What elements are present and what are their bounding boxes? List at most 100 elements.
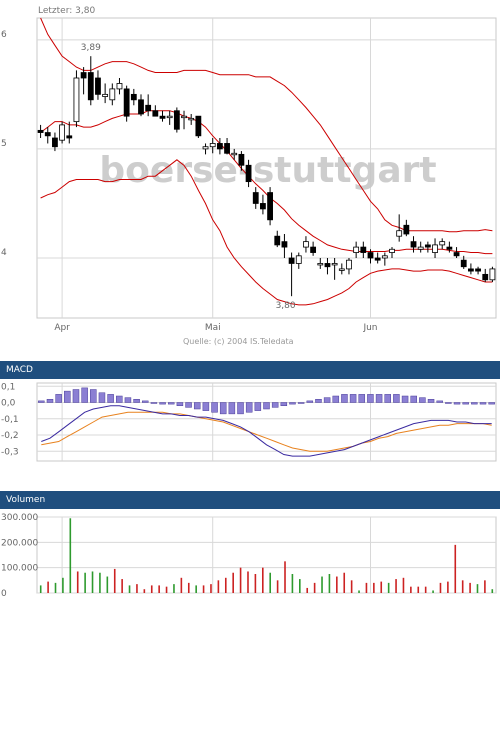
volume-header: Volumen bbox=[0, 491, 500, 509]
volume-bar bbox=[410, 586, 412, 593]
volume-bar bbox=[336, 576, 338, 593]
volume-bar bbox=[47, 581, 49, 593]
candle-body bbox=[432, 244, 438, 253]
candle-body bbox=[338, 268, 345, 271]
volume-y-tick: 100.000 bbox=[1, 564, 38, 574]
candle-body bbox=[66, 135, 73, 139]
candle-body bbox=[95, 77, 101, 95]
volume-bar bbox=[417, 586, 420, 593]
volume-bar bbox=[254, 574, 257, 593]
candle-body bbox=[288, 257, 295, 264]
macd-histogram-bar bbox=[254, 402, 262, 411]
candle-body bbox=[467, 268, 474, 272]
candle bbox=[346, 258, 352, 275]
macd-histogram-bar bbox=[315, 399, 322, 403]
bollinger-upper-line bbox=[40, 17, 493, 233]
candle bbox=[374, 252, 381, 264]
candle bbox=[202, 143, 209, 155]
candle-body bbox=[439, 241, 446, 246]
candle-body bbox=[303, 241, 309, 248]
volume-bar bbox=[187, 582, 190, 593]
volume-bar bbox=[476, 584, 479, 593]
macd-histogram-bar bbox=[289, 402, 296, 405]
candle bbox=[152, 105, 159, 117]
candle bbox=[424, 241, 431, 253]
candle-body bbox=[417, 246, 424, 250]
candle bbox=[367, 249, 374, 264]
macd-histogram-bar bbox=[98, 392, 106, 403]
candle bbox=[145, 94, 152, 117]
volume-bar bbox=[395, 579, 397, 593]
candle bbox=[446, 241, 453, 253]
price-y-tick: 5 bbox=[1, 139, 7, 149]
candle bbox=[403, 219, 410, 237]
volume-bar bbox=[224, 577, 227, 593]
macd-histogram-bar bbox=[237, 402, 244, 415]
volume-bar bbox=[84, 572, 86, 593]
macd-y-tick: -0,2 bbox=[1, 431, 19, 441]
macd-histogram-bar bbox=[176, 402, 184, 406]
candle bbox=[66, 121, 73, 144]
candle-body bbox=[44, 132, 51, 137]
macd-histogram-bar bbox=[445, 402, 452, 404]
candle bbox=[37, 124, 44, 138]
candle bbox=[274, 230, 281, 248]
candle bbox=[381, 252, 388, 266]
candle-body bbox=[59, 124, 66, 141]
candle bbox=[195, 115, 202, 138]
candle bbox=[231, 148, 238, 160]
volume-bar bbox=[91, 571, 94, 593]
macd-histogram-bar bbox=[64, 390, 71, 403]
macd-histogram-bar bbox=[193, 402, 201, 410]
candle bbox=[482, 268, 489, 282]
candle bbox=[166, 110, 173, 125]
price-plot-frame bbox=[36, 17, 497, 319]
candle bbox=[417, 241, 424, 253]
candle bbox=[310, 241, 317, 256]
price-panel: 6 5 4 Apr Mai Jun boerse-stuttgart 3,89 3,80 Let… bbox=[0, 0, 500, 350]
candle bbox=[59, 121, 66, 144]
candle bbox=[267, 187, 273, 226]
candle bbox=[138, 94, 144, 117]
macd-histogram-bar bbox=[81, 387, 88, 403]
macd-histogram-bar bbox=[159, 402, 166, 405]
candle bbox=[389, 247, 395, 258]
macd-histogram-bar bbox=[375, 394, 383, 403]
macd-histogram-bar bbox=[228, 402, 236, 415]
candle bbox=[87, 56, 94, 106]
macd-histogram-bar bbox=[427, 399, 435, 403]
candle bbox=[360, 241, 367, 258]
candle-body bbox=[245, 164, 252, 183]
candle bbox=[181, 110, 187, 130]
macd-histogram-bar bbox=[462, 402, 469, 405]
candle bbox=[173, 107, 180, 133]
volume-bar bbox=[432, 590, 434, 593]
source-label: Quelle: (c) 2004 IS.Teledata bbox=[183, 337, 294, 346]
volume-y-tick: 200.000 bbox=[1, 538, 38, 548]
volume-bar bbox=[54, 582, 57, 593]
volume-bar bbox=[202, 585, 205, 593]
volume-bar bbox=[165, 586, 168, 593]
volume-bar bbox=[299, 579, 301, 593]
candle bbox=[460, 255, 467, 269]
volume-bar bbox=[439, 582, 442, 593]
candle-body bbox=[123, 88, 130, 117]
candle-body bbox=[152, 110, 159, 117]
candle-body bbox=[216, 143, 223, 150]
candle bbox=[288, 252, 295, 297]
candle bbox=[467, 263, 474, 275]
candle bbox=[130, 88, 137, 106]
macd-histogram-bar bbox=[401, 395, 409, 403]
volume-bar bbox=[261, 567, 264, 593]
macd-histogram-bar bbox=[107, 394, 114, 403]
candle-body bbox=[310, 246, 317, 253]
candle-body bbox=[424, 244, 431, 248]
candle-body bbox=[381, 255, 388, 259]
volume-bar bbox=[239, 567, 242, 593]
macd-histogram-bar bbox=[271, 402, 279, 408]
macd-histogram-bar bbox=[471, 402, 478, 405]
candle bbox=[73, 70, 80, 128]
volume-bar bbox=[158, 585, 160, 593]
volume-bar bbox=[328, 574, 331, 593]
candle bbox=[159, 110, 166, 122]
